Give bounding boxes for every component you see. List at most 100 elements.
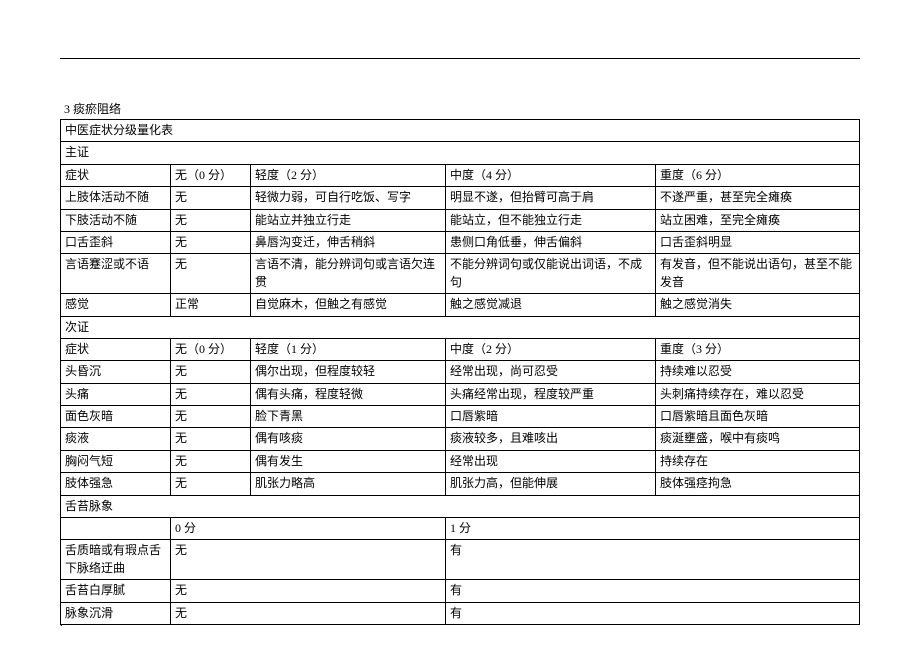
cell: 自觉麻木，但触之有感觉 bbox=[251, 294, 446, 316]
cell: 经常出现，尚可忍受 bbox=[446, 361, 656, 383]
table-title: 中医症状分级量化表 bbox=[61, 120, 860, 142]
cell: 面色灰暗 bbox=[61, 406, 171, 428]
cell: 口舌歪斜明显 bbox=[656, 231, 860, 253]
top-rule bbox=[60, 58, 860, 59]
cell: 正常 bbox=[171, 294, 251, 316]
page: 3 痰瘀阻络 中医症状分级量化表 主证 症状 无（0 分） 轻度（2 分） 中度… bbox=[0, 0, 920, 651]
cell: 感觉 bbox=[61, 294, 171, 316]
table-row: 舌苔白厚腻 无 有 bbox=[61, 580, 860, 602]
col-header: 轻度（1 分） bbox=[251, 338, 446, 360]
table-row: 头昏沉 无 偶尔出现，但程度较轻 经常出现，尚可忍受 持续难以忍受 bbox=[61, 361, 860, 383]
col-header: 无（0 分） bbox=[171, 338, 251, 360]
cell: 无 bbox=[171, 450, 251, 472]
cell: 肌张力高，但能伸展 bbox=[446, 473, 656, 495]
cell: 偶有发生 bbox=[251, 450, 446, 472]
sub-header-row: 症状 无（0 分） 轻度（1 分） 中度（2 分） 重度（3 分） bbox=[61, 338, 860, 360]
table-row: 下肢活动不随 无 能站立并独立行走 能站立，但不能独立行走 站立困难，至完全瘫痪 bbox=[61, 209, 860, 231]
tongue-section-header: 舌苔脉象 bbox=[61, 495, 860, 517]
col-header: 症状 bbox=[61, 338, 171, 360]
section-number: 3 痰瘀阻络 bbox=[64, 100, 860, 117]
cell: 脸下青黑 bbox=[251, 406, 446, 428]
cell: 有发音，但不能说出语句，甚至不能发音 bbox=[656, 254, 860, 294]
footer-mark: . bbox=[60, 618, 63, 629]
cell: 下肢活动不随 bbox=[61, 209, 171, 231]
col-header: 中度（2 分） bbox=[446, 338, 656, 360]
cell: 言语不清，能分辨词句或言语欠连贯 bbox=[251, 254, 446, 294]
cell: 无 bbox=[171, 406, 251, 428]
cell: 头痛 bbox=[61, 383, 171, 405]
cell: 偶尔出现，但程度较轻 bbox=[251, 361, 446, 383]
cell: 痰涎壅盛，喉中有痰鸣 bbox=[656, 428, 860, 450]
tongue-header-row: 0 分 1 分 bbox=[61, 518, 860, 540]
cell: 胸闷气短 bbox=[61, 450, 171, 472]
cell: 无 bbox=[171, 187, 251, 209]
cell: 触之感觉减退 bbox=[446, 294, 656, 316]
col-header: 中度（4 分） bbox=[446, 164, 656, 186]
col-header: 重度（6 分） bbox=[656, 164, 860, 186]
cell: 无 bbox=[171, 209, 251, 231]
cell: 经常出现 bbox=[446, 450, 656, 472]
cell: 站立困难，至完全瘫痪 bbox=[656, 209, 860, 231]
cell: 鼻唇沟变迁，伸舌稍斜 bbox=[251, 231, 446, 253]
col-header: 无（0 分） bbox=[171, 164, 251, 186]
table-row: 脉象沉滑 无 有 bbox=[61, 602, 860, 624]
cell: 不能分辨词句或仅能说出词语，不成句 bbox=[446, 254, 656, 294]
cell: 无 bbox=[171, 473, 251, 495]
cell: 痰液 bbox=[61, 428, 171, 450]
col-header: 0 分 bbox=[171, 518, 446, 540]
col-header: 轻度（2 分） bbox=[251, 164, 446, 186]
table-row: 肢体强急 无 肌张力略高 肌张力高，但能伸展 肢体强痉拘急 bbox=[61, 473, 860, 495]
table-row: 上肢体活动不随 无 轻微力弱，可自行吃饭、写字 明显不遂，但抬臂可高于肩 不遂严… bbox=[61, 187, 860, 209]
main-header-row: 症状 无（0 分） 轻度（2 分） 中度（4 分） 重度（6 分） bbox=[61, 164, 860, 186]
grading-table: 中医症状分级量化表 主证 症状 无（0 分） 轻度（2 分） 中度（4 分） 重… bbox=[60, 119, 860, 625]
cell: 口舌歪斜 bbox=[61, 231, 171, 253]
cell: 持续存在 bbox=[656, 450, 860, 472]
cell: 头昏沉 bbox=[61, 361, 171, 383]
table-row: 舌质暗或有瑕点舌下脉络迂曲 无 有 bbox=[61, 540, 860, 580]
cell: 肌张力略高 bbox=[251, 473, 446, 495]
cell: 明显不遂，但抬臂可高于肩 bbox=[446, 187, 656, 209]
cell: 言语蹇涩或不语 bbox=[61, 254, 171, 294]
cell: 无 bbox=[171, 580, 446, 602]
table-row: 胸闷气短 无 偶有发生 经常出现 持续存在 bbox=[61, 450, 860, 472]
cell: 无 bbox=[171, 254, 251, 294]
cell: 无 bbox=[171, 540, 446, 580]
cell: 有 bbox=[446, 602, 860, 624]
table-row: 言语蹇涩或不语 无 言语不清，能分辨词句或言语欠连贯 不能分辨词句或仅能说出词语… bbox=[61, 254, 860, 294]
cell: 上肢体活动不随 bbox=[61, 187, 171, 209]
table-row: 面色灰暗 无 脸下青黑 口唇紫暗 口唇紫暗且面色灰暗 bbox=[61, 406, 860, 428]
cell: 脉象沉滑 bbox=[61, 602, 171, 624]
cell: 口唇紫暗 bbox=[446, 406, 656, 428]
cell bbox=[61, 518, 171, 540]
cell: 偶有头痛，程度轻微 bbox=[251, 383, 446, 405]
cell: 头痛经常出现，程度较严重 bbox=[446, 383, 656, 405]
cell: 口唇紫暗且面色灰暗 bbox=[656, 406, 860, 428]
cell: 能站立，但不能独立行走 bbox=[446, 209, 656, 231]
cell: 头刺痛持续存在，难以忍受 bbox=[656, 383, 860, 405]
cell: 无 bbox=[171, 428, 251, 450]
sub-section-header: 次证 bbox=[61, 316, 860, 338]
cell: 轻微力弱，可自行吃饭、写字 bbox=[251, 187, 446, 209]
main-section-header: 主证 bbox=[61, 142, 860, 164]
cell: 能站立并独立行走 bbox=[251, 209, 446, 231]
cell: 不遂严重，甚至完全瘫痪 bbox=[656, 187, 860, 209]
cell: 舌苔白厚腻 bbox=[61, 580, 171, 602]
cell: 痰液较多，且难咳出 bbox=[446, 428, 656, 450]
cell: 有 bbox=[446, 540, 860, 580]
table-row: 痰液 无 偶有咳痰 痰液较多，且难咳出 痰涎壅盛，喉中有痰鸣 bbox=[61, 428, 860, 450]
col-header: 1 分 bbox=[446, 518, 860, 540]
table-row: 头痛 无 偶有头痛，程度轻微 头痛经常出现，程度较严重 头刺痛持续存在，难以忍受 bbox=[61, 383, 860, 405]
cell: 无 bbox=[171, 231, 251, 253]
table-row: 口舌歪斜 无 鼻唇沟变迁，伸舌稍斜 患侧口角低垂，伸舌偏斜 口舌歪斜明显 bbox=[61, 231, 860, 253]
cell: 触之感觉消失 bbox=[656, 294, 860, 316]
cell: 持续难以忍受 bbox=[656, 361, 860, 383]
col-header: 症状 bbox=[61, 164, 171, 186]
cell: 偶有咳痰 bbox=[251, 428, 446, 450]
cell: 肢体强痉拘急 bbox=[656, 473, 860, 495]
table-row: 感觉 正常 自觉麻木，但触之有感觉 触之感觉减退 触之感觉消失 bbox=[61, 294, 860, 316]
cell: 舌质暗或有瑕点舌下脉络迂曲 bbox=[61, 540, 171, 580]
cell: 患侧口角低垂，伸舌偏斜 bbox=[446, 231, 656, 253]
col-header: 重度（3 分） bbox=[656, 338, 860, 360]
cell: 无 bbox=[171, 361, 251, 383]
cell: 无 bbox=[171, 602, 446, 624]
